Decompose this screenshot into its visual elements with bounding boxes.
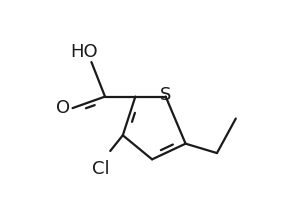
- Text: O: O: [56, 99, 70, 117]
- Text: Cl: Cl: [92, 160, 110, 178]
- Text: S: S: [160, 86, 171, 104]
- Text: HO: HO: [70, 43, 98, 61]
